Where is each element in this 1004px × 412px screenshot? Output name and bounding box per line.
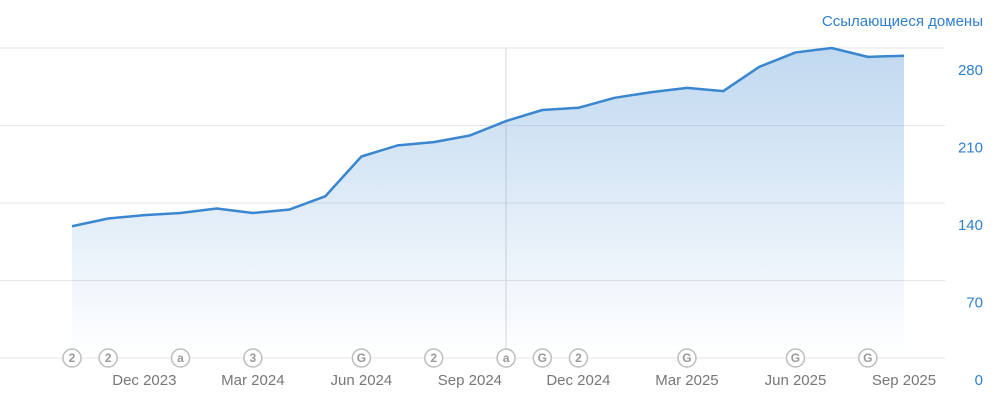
- x-tick-label: Mar 2024: [221, 372, 284, 389]
- annotation-label: 3: [250, 351, 257, 365]
- annotation-circle: [785, 348, 806, 368]
- y-tick-label: 280: [958, 62, 983, 79]
- annotation-label: G: [791, 351, 800, 365]
- annotation: 3: [243, 348, 263, 368]
- annotation-circle: [858, 348, 878, 368]
- x-tick-label: Jun 2024: [331, 372, 393, 389]
- annotation-label: a: [503, 351, 510, 365]
- annotation-circle: [568, 348, 589, 368]
- annotation: G: [532, 348, 553, 368]
- annotation: 2: [98, 348, 118, 368]
- annotation-circle: [170, 348, 191, 368]
- annotation: a: [170, 348, 191, 368]
- annotation: G: [858, 348, 878, 368]
- y-tick-label: 70: [966, 294, 983, 311]
- annotation-label: 2: [105, 351, 112, 365]
- y-tick-label: 210: [958, 139, 983, 156]
- annotation-label: 2: [430, 351, 437, 365]
- annotation-circle: [677, 348, 697, 368]
- annotation-circle: [496, 348, 516, 368]
- annotation: a: [496, 348, 516, 368]
- x-tick-label: Dec 2024: [546, 372, 610, 389]
- annotation-label: G: [538, 351, 547, 365]
- area: [72, 48, 904, 358]
- annotation-label: G: [682, 351, 691, 365]
- x-tick-label: Mar 2025: [655, 372, 718, 389]
- annotation-label: 2: [69, 351, 76, 365]
- annotation-label: G: [357, 351, 366, 365]
- annotation-circle: [423, 348, 444, 368]
- annotation-label: G: [863, 351, 872, 365]
- annotation: 2: [568, 348, 589, 368]
- annotation-circle: [532, 348, 553, 368]
- annotation-circle: [98, 348, 118, 368]
- line: [71, 46, 905, 228]
- x-tick-label: Sep 2024: [438, 372, 502, 389]
- y-tick-label: 0: [975, 372, 983, 389]
- x-tick-label: Sep 2025: [872, 372, 936, 389]
- annotation: G: [677, 348, 697, 368]
- annotation-circle: [351, 348, 372, 368]
- x-tick-label: Dec 2023: [112, 372, 176, 389]
- annotation: G: [785, 348, 806, 368]
- x-tick-label: Jun 2025: [765, 372, 827, 389]
- annotation-circle: [62, 348, 82, 368]
- annotation: G: [351, 348, 372, 368]
- annotation-circle: [243, 348, 263, 368]
- annotation-label: a: [177, 351, 184, 365]
- annotation: 2: [423, 348, 444, 368]
- annotation: 2: [62, 348, 82, 368]
- y-axis-title: Ссылающиеся домены: [822, 13, 983, 30]
- y-tick-label: 140: [958, 217, 983, 234]
- annotation-label: 2: [575, 351, 582, 365]
